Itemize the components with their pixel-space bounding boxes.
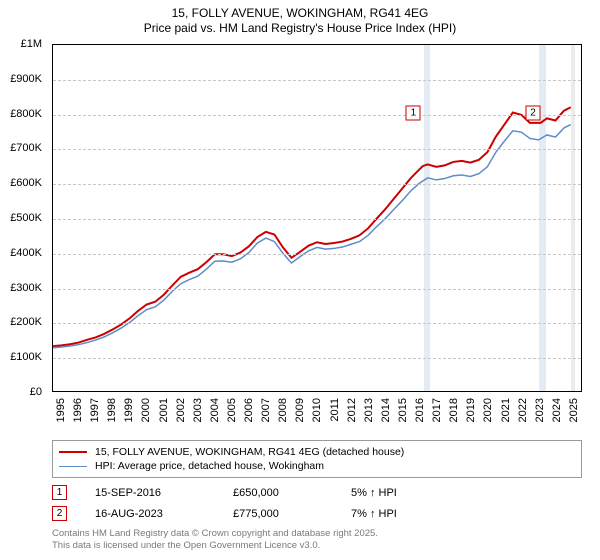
annotation-date: 16-AUG-2023 [95,508,205,520]
y-axis: £0£100K£200K£300K£400K£500K£600K£700K£80… [0,44,48,392]
y-tick-label: £200K [10,316,42,328]
gridline-h [53,149,581,150]
y-tick-label: £100K [10,351,42,363]
y-tick-label: £700K [10,142,42,154]
gridline-h [53,80,581,81]
x-tick-label: 2019 [465,398,477,422]
gridline-h [53,289,581,290]
chart-container: 15, FOLLY AVENUE, WOKINGHAM, RG41 4EG Pr… [0,0,600,560]
x-tick-label: 2001 [158,398,170,422]
chart-marker-2: 2 [526,105,541,120]
chart-title: 15, FOLLY AVENUE, WOKINGHAM, RG41 4EG Pr… [0,0,600,36]
plot-area: 12 [52,44,582,392]
chart-marker-1: 1 [406,105,421,120]
annotation-price: £775,000 [233,508,323,520]
x-tick-label: 2016 [414,398,426,422]
annotation-pct: 5% ↑ HPI [351,487,451,499]
x-tick-label: 2008 [277,398,289,422]
annotation-marker-2: 2 [52,506,67,521]
series-price_paid [53,107,571,346]
gridline-h [53,323,581,324]
x-tick-label: 2007 [260,398,272,422]
footer: Contains HM Land Registry data © Crown c… [52,528,582,552]
legend-item: 15, FOLLY AVENUE, WOKINGHAM, RG41 4EG (d… [59,445,575,459]
annotation-price: £650,000 [233,487,323,499]
footer-line-2: This data is licensed under the Open Gov… [52,540,582,552]
x-tick-label: 2017 [431,398,443,422]
x-tick-label: 2023 [534,398,546,422]
x-tick-label: 1999 [123,398,135,422]
gridline-h [53,219,581,220]
x-tick-label: 2021 [500,398,512,422]
x-tick-label: 2013 [363,398,375,422]
x-tick-label: 2018 [448,398,460,422]
x-tick-label: 1998 [106,398,118,422]
annotation-marker-1: 1 [52,485,67,500]
gridline-h [53,115,581,116]
legend-swatch [59,451,87,453]
gridline-h [53,358,581,359]
annotation-row: 1 15-SEP-2016 £650,000 5% ↑ HPI [52,482,582,503]
annotation-pct: 7% ↑ HPI [351,508,451,520]
x-tick-label: 2005 [226,398,238,422]
x-tick-label: 2004 [209,398,221,422]
x-tick-label: 2012 [346,398,358,422]
x-tick-label: 2014 [380,398,392,422]
y-tick-label: £400K [10,247,42,259]
plot-svg [53,45,581,391]
title-line-1: 15, FOLLY AVENUE, WOKINGHAM, RG41 4EG [0,6,600,21]
x-tick-label: 2022 [517,398,529,422]
x-tick-label: 2000 [140,398,152,422]
x-tick-label: 1997 [89,398,101,422]
x-tick-label: 1996 [72,398,84,422]
x-tick-label: 2020 [482,398,494,422]
x-tick-label: 2002 [175,398,187,422]
annotation-table: 1 15-SEP-2016 £650,000 5% ↑ HPI 2 16-AUG-2023… [52,482,582,524]
legend-item: HPI: Average price, detached house, Woki… [59,459,575,473]
legend-label: 15, FOLLY AVENUE, WOKINGHAM, RG41 4EG (d… [95,446,404,458]
legend-label: HPI: Average price, detached house, Woki… [95,460,324,472]
title-line-2: Price paid vs. HM Land Registry's House … [0,21,600,36]
gridline-h [53,254,581,255]
x-tick-label: 2015 [397,398,409,422]
legend: 15, FOLLY AVENUE, WOKINGHAM, RG41 4EG (d… [52,440,582,478]
y-tick-label: £600K [10,177,42,189]
y-tick-label: £1M [21,38,42,50]
x-tick-label: 2024 [551,398,563,422]
legend-swatch [59,466,87,467]
x-tick-label: 2011 [329,398,341,422]
y-tick-label: £900K [10,73,42,85]
annotation-date: 15-SEP-2016 [95,487,205,499]
series-hpi [53,125,571,348]
footer-line-1: Contains HM Land Registry data © Crown c… [52,528,582,540]
x-tick-label: 2006 [243,398,255,422]
x-axis: 1995 1996 1997 1998 1999 2000 2001 2002 2003 2004… [52,394,582,438]
x-tick-label: 2003 [192,398,204,422]
x-tick-label: 2025 [568,398,580,422]
y-tick-label: £300K [10,282,42,294]
annotation-row: 2 16-AUG-2023 £775,000 7% ↑ HPI [52,503,582,524]
y-tick-label: £800K [10,108,42,120]
x-tick-label: 2009 [294,398,306,422]
y-tick-label: £0 [30,386,42,398]
gridline-h [53,184,581,185]
y-tick-label: £500K [10,212,42,224]
x-tick-label: 2010 [311,398,323,422]
x-tick-label: 1995 [55,398,67,422]
